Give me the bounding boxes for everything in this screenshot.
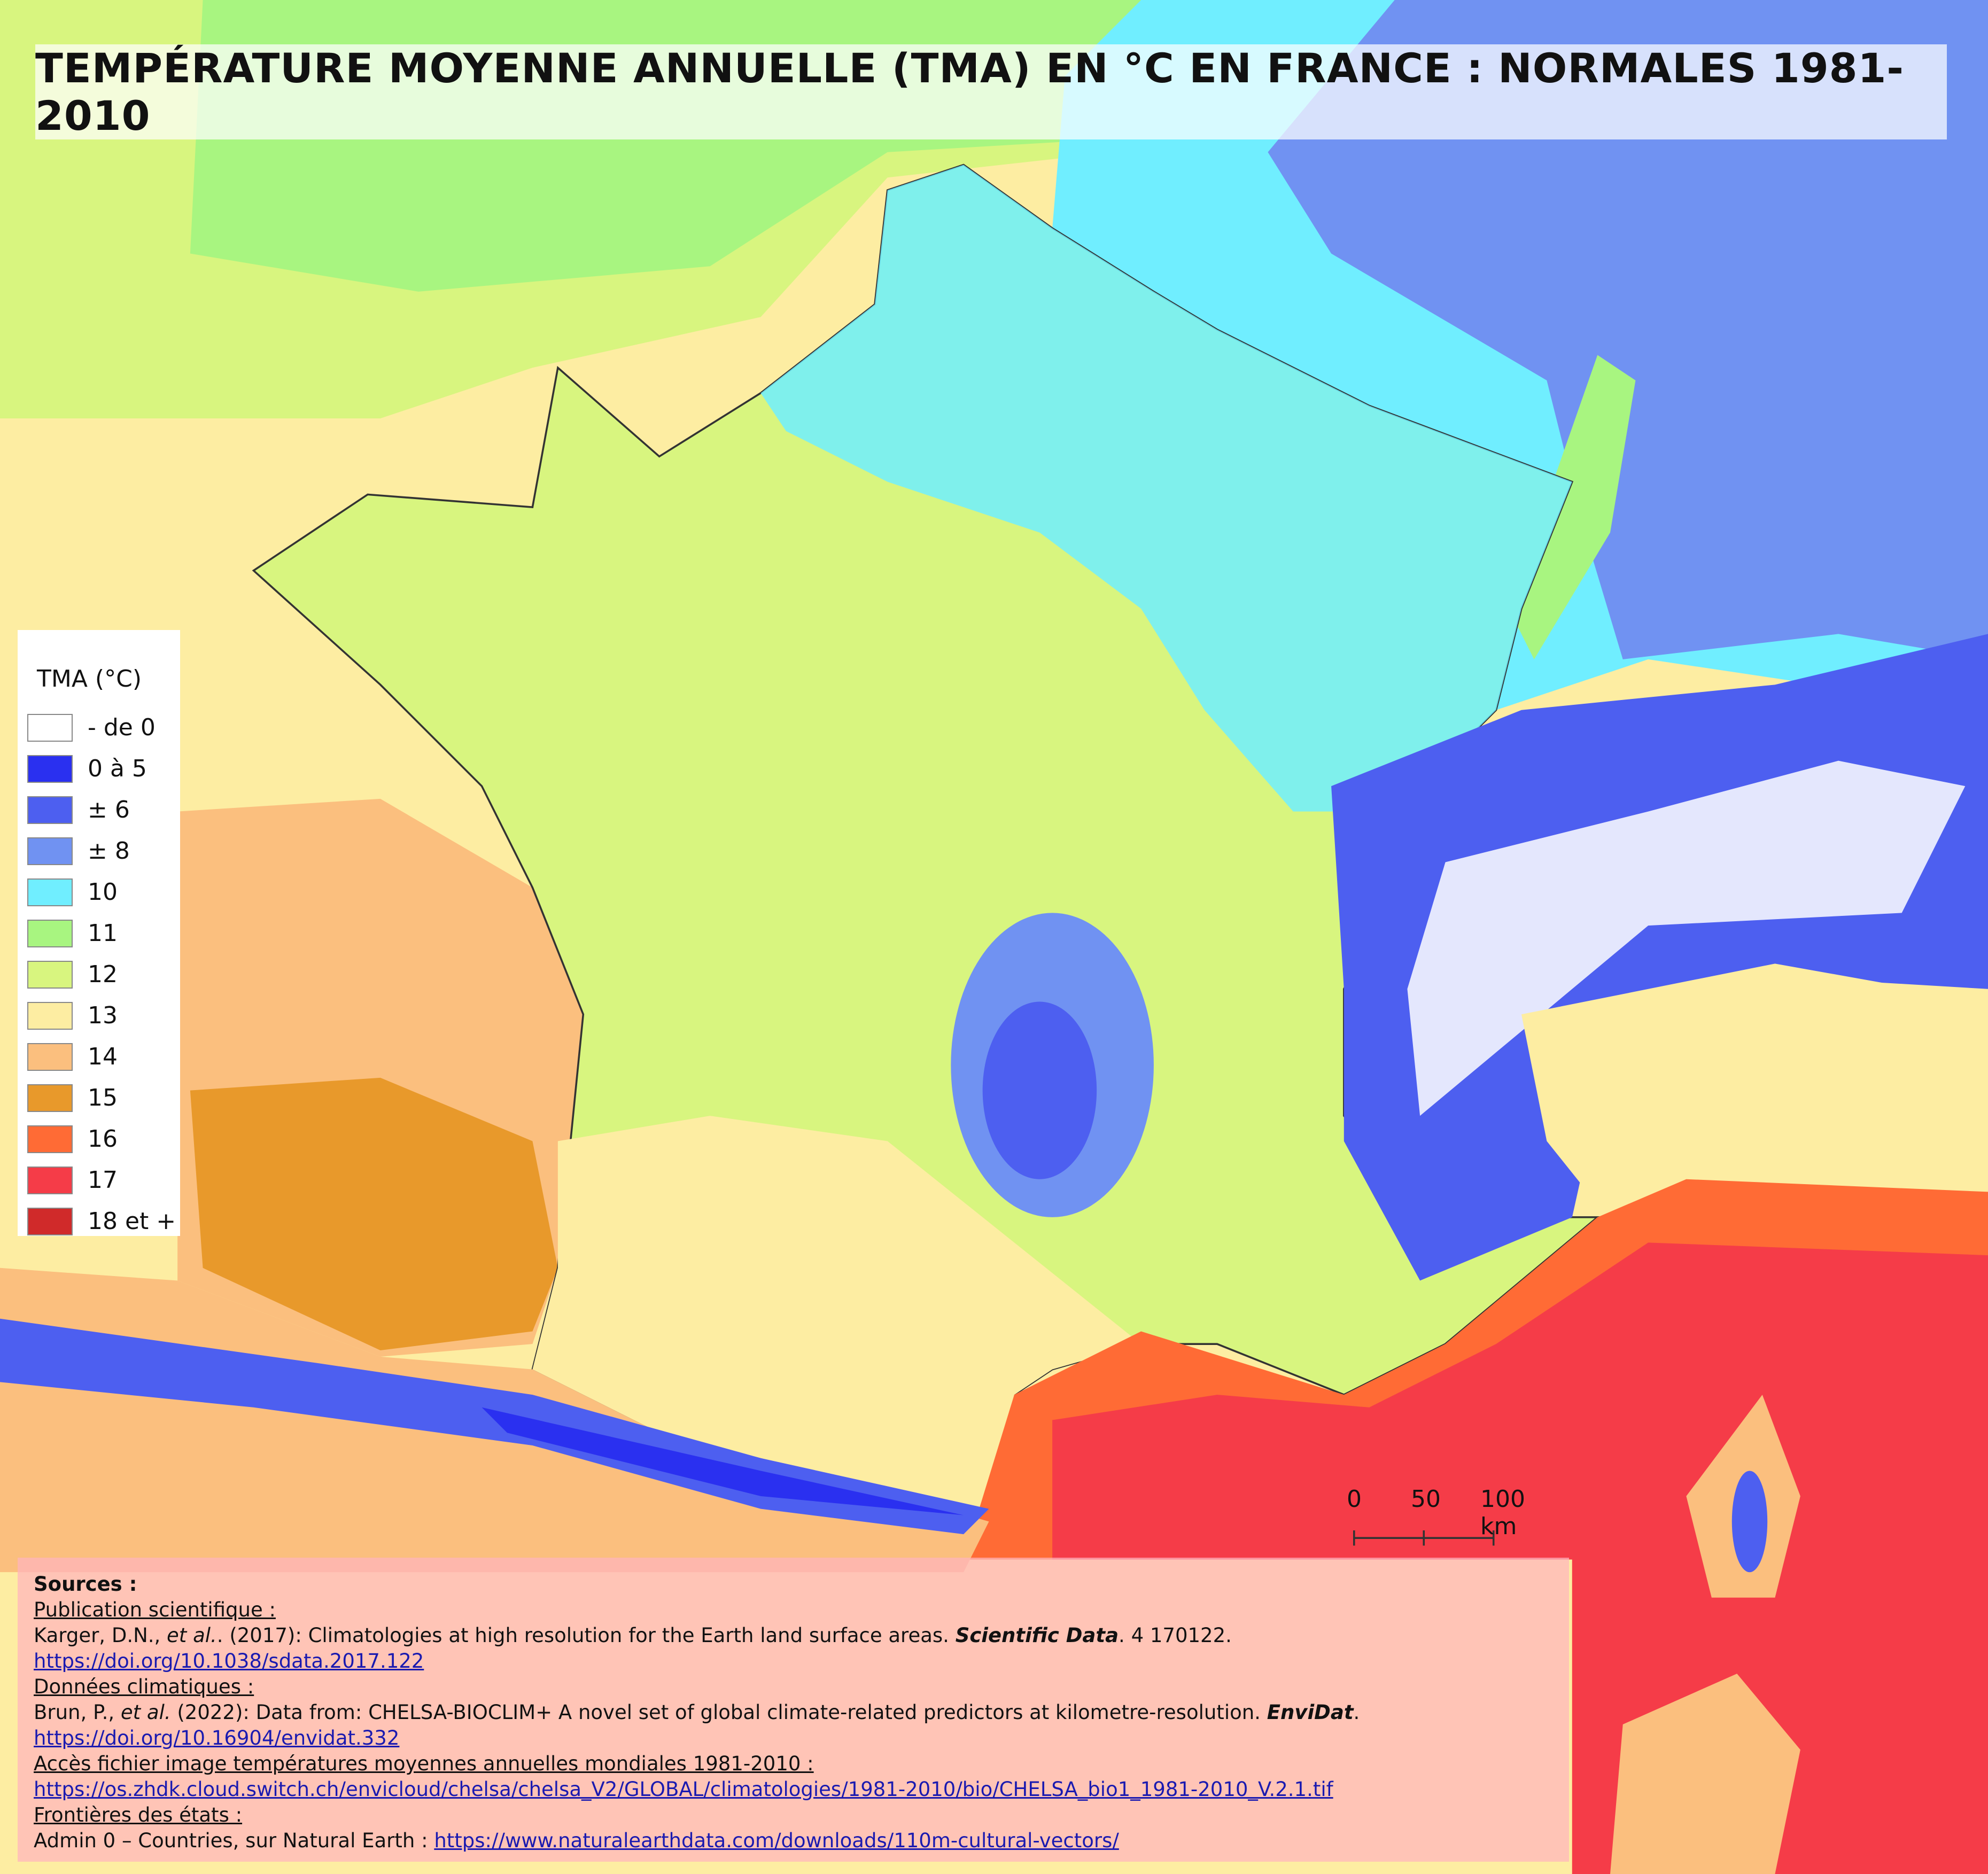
legend-label: - de 0 [88,714,156,741]
source-line: https://doi.org/10.16904/envidat.332 [34,1725,1553,1751]
massif-central-high [982,1001,1097,1179]
legend-label: 0 à 5 [88,755,147,782]
source-text: Données climatiques : [34,1675,254,1698]
source-line: Accès fichier image températures moyenne… [34,1751,1553,1777]
legend-swatch [27,1207,73,1235]
legend-item: ± 6 [27,789,180,830]
legend-label: 17 [88,1167,118,1194]
legend-swatch [27,1125,73,1153]
legend-label: 12 [88,961,118,988]
legend-item: 13 [27,995,180,1036]
legend-item: 0 à 5 [27,748,180,789]
legend-label: ± 8 [88,837,130,865]
legend-label: ± 6 [88,796,130,823]
source-text: Admin 0 – Countries, sur Natural Earth : [34,1829,434,1852]
source-text: Frontières des états : [34,1803,243,1826]
legend-swatch [27,878,73,906]
legend-swatch [27,1084,73,1112]
sources: Sources : Publication scientifique : Karg… [18,1558,1569,1862]
legend-label: 13 [88,1002,118,1029]
legend-label: 10 [88,878,118,906]
legend-item: 14 [27,1036,180,1077]
legend-swatch [27,1001,73,1030]
legend-swatch [27,1166,73,1194]
source-line: https://doi.org/10.1038/sdata.2017.122 [34,1649,1553,1674]
source-text: et al. [167,1624,217,1647]
scale: 0 50 100 km [1347,1486,1525,1550]
legend-item: 12 [27,954,180,995]
source-text: Scientific Data [955,1624,1119,1647]
source-line: Données climatiques : [34,1674,1553,1700]
legend-item: 16 [27,1118,180,1160]
source-text: EnviDat [1267,1701,1354,1724]
scale-label: 50 [1411,1486,1441,1513]
source-link[interactable]: https://doi.org/10.1038/sdata.2017.122 [34,1650,424,1673]
source-text: . (2017): Climatologies at high resoluti… [216,1624,956,1647]
legend-items: - de 0 0 à 5 ± 6 ± 8 10 11 12 13 14 15 16 17 18 et + [27,707,180,1242]
legend-item: - de 0 [27,707,180,748]
legend-label: 16 [88,1125,118,1153]
scale-label: 0 [1347,1486,1362,1513]
source-line: Publication scientifique : [34,1597,1553,1623]
source-text: (2022): Data from: CHELSA-BIOCLIM+ A nov… [170,1701,1267,1724]
legend-swatch [27,755,73,783]
legend-item: 18 et + [27,1201,180,1242]
source-line: Admin 0 – Countries, sur Natural Earth :… [34,1828,1553,1854]
source-line: Karger, D.N., et al.. (2017): Climatolog… [34,1623,1553,1649]
legend: TMA (°C) - de 0 0 à 5 ± 6 ± 8 10 11 12 13 14 15 16… [18,630,180,1236]
rhine-valley [1509,355,1636,659]
southwest-warm [532,1116,1141,1522]
legend-title: TMA (°C) [37,665,142,693]
legend-item: 11 [27,913,180,954]
sources-heading: Sources : [34,1573,137,1596]
source-link[interactable]: https://doi.org/10.16904/envidat.332 [34,1727,400,1749]
legend-swatch [27,713,73,742]
source-text: Karger, D.N., [34,1624,167,1647]
source-text: . [1353,1701,1360,1724]
source-line: https://os.zhdk.cloud.switch.ch/enviclou… [34,1777,1553,1802]
legend-swatch [27,796,73,824]
legend-swatch [27,1043,73,1071]
source-text: Publication scientifique : [34,1598,276,1621]
source-line: Frontières des états : [34,1802,1553,1828]
legend-item: 10 [27,872,180,913]
source-link[interactable]: https://os.zhdk.cloud.switch.ch/enviclou… [34,1778,1333,1801]
biscay-warmer [190,1077,558,1351]
northeast-cool [760,165,1572,812]
scale-label: 100 km [1480,1486,1525,1540]
source-text: et al. [120,1701,171,1724]
germany-area [1268,0,1988,659]
legend-label: 11 [88,920,118,947]
legend-label: 14 [88,1043,118,1070]
source-text: . 4 170122. [1119,1624,1232,1647]
legend-item: 17 [27,1160,180,1201]
source-text: Brun, P., [34,1701,121,1724]
corsica-mountains [1731,1471,1768,1573]
legend-swatch [27,837,73,865]
source-text: Accès fichier image températures moyenne… [34,1752,814,1775]
legend-label: 15 [88,1084,118,1111]
legend-item: 15 [27,1077,180,1118]
sardinia [1610,1674,1800,1874]
legend-swatch [27,960,73,989]
legend-label: 18 et + [88,1208,176,1235]
po-plain [1521,963,1988,1205]
source-line: Brun, P., et al. (2022): Data from: CHEL… [34,1700,1553,1725]
legend-item: ± 8 [27,830,180,872]
alps-snow [1407,760,1966,1116]
source-link[interactable]: https://www.naturalearthdata.com/downloa… [434,1829,1119,1852]
legend-swatch [27,919,73,947]
title-box: TEMPÉRATURE MOYENNE ANNUELLE (TMA) EN °C… [35,44,1947,139]
title: TEMPÉRATURE MOYENNE ANNUELLE (TMA) EN °C… [35,44,1904,139]
